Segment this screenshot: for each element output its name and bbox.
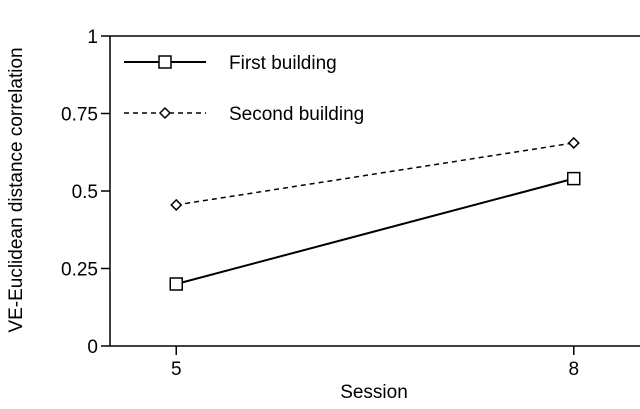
- series-layer: [169, 136, 581, 291]
- series-second-building: [170, 136, 580, 212]
- x-tick-label: 8: [568, 359, 579, 380]
- y-tick-label: 0: [87, 337, 98, 358]
- y-axis-title: VE-Euclidean distance correlation: [6, 47, 27, 332]
- x-tick-label: 5: [171, 359, 182, 380]
- legend-item-first-building: First building: [124, 53, 337, 74]
- y-tick-label: 0.75: [61, 105, 98, 126]
- legend-marker-first-building: [158, 55, 172, 69]
- series-line-first-building: [175, 177, 575, 285]
- data-point-first-building: [567, 171, 581, 186]
- y-tick-label: 0.25: [61, 260, 98, 281]
- legend-item-second-building: Second building: [124, 104, 364, 125]
- axes: [109, 35, 640, 347]
- data-point-second-building: [567, 136, 580, 150]
- data-point-first-building: [169, 277, 183, 291]
- y-tick-label: 0.5: [72, 182, 98, 203]
- y-axis-ticks: 0 0.25 0.5 0.75 1: [61, 27, 110, 358]
- legend: First building Second building: [124, 53, 364, 125]
- legend-label-first-building: First building: [229, 53, 337, 74]
- legend-label-second-building: Second building: [229, 104, 364, 125]
- x-axis-title: Session: [340, 382, 408, 403]
- legend-marker-second-building: [158, 106, 172, 120]
- series-line-second-building: [176, 142, 574, 206]
- y-tick-label: 1: [87, 27, 98, 48]
- series-first-building: [169, 171, 581, 291]
- data-point-second-building: [170, 198, 183, 212]
